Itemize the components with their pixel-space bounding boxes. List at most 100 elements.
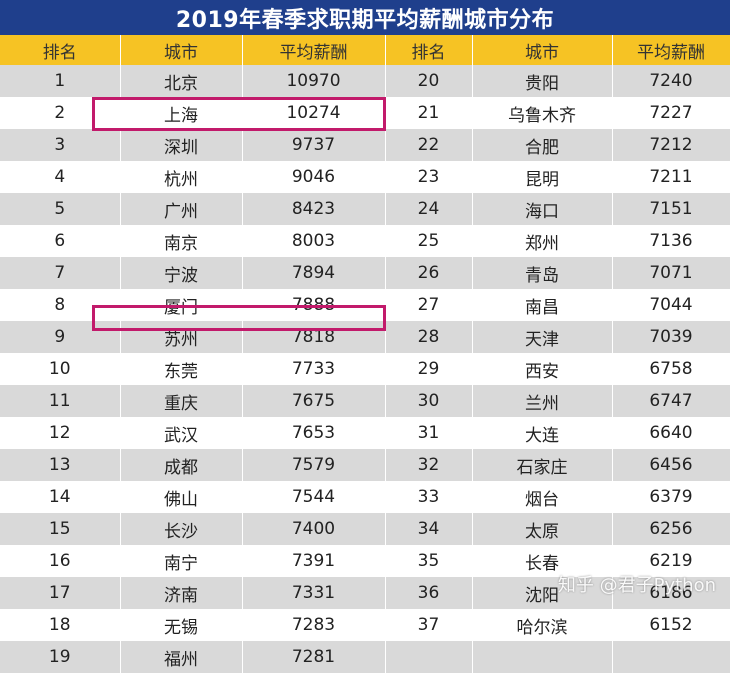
table-row: 14 佛山 7544 33 烟台 6379 <box>0 481 730 513</box>
cell-city-right: 太原 <box>472 513 613 545</box>
cell-salary-right: 6758 <box>612 353 730 385</box>
cell-city-right: 西安 <box>472 353 613 385</box>
cell-city-right: 郑州 <box>472 225 613 257</box>
cell-salary-left: 7653 <box>242 417 386 449</box>
cell-salary-left: 10970 <box>242 65 386 97</box>
table-row: 15 长沙 7400 34 太原 6256 <box>0 513 730 545</box>
cell-rank-left: 12 <box>0 417 121 449</box>
cell-city-right: 沈阳 <box>472 577 613 609</box>
cell-salary-right: 7240 <box>612 65 730 97</box>
cell-city-left: 深圳 <box>120 129 243 161</box>
cell-salary-left: 7283 <box>242 609 386 641</box>
cell-salary-left: 8423 <box>242 193 386 225</box>
cell-salary-right: 6186 <box>612 577 730 609</box>
cell-salary-left: 7544 <box>242 481 386 513</box>
cell-salary-right: 6152 <box>612 609 730 641</box>
cell-salary-right: 6256 <box>612 513 730 545</box>
cell-rank-left: 19 <box>0 641 121 673</box>
cell-salary-right: 6747 <box>612 385 730 417</box>
cell-rank-right: 33 <box>385 481 473 513</box>
watermark-text: 知乎 @君子Python <box>557 575 716 596</box>
cell-rank-left: 15 <box>0 513 121 545</box>
cell-city-left: 南宁 <box>120 545 243 577</box>
cell-rank-right: 25 <box>385 225 473 257</box>
cell-salary-left: 7331 <box>242 577 386 609</box>
cell-city-right <box>472 641 613 673</box>
cell-city-right: 大连 <box>472 417 613 449</box>
cell-salary-left: 9046 <box>242 161 386 193</box>
table-row: 19 福州 7281 <box>0 641 730 673</box>
cell-rank-left: 5 <box>0 193 121 225</box>
cell-rank-right: 23 <box>385 161 473 193</box>
table-row: 1 北京 10970 20 贵阳 7240 <box>0 65 730 97</box>
header-city-left: 城市 <box>120 35 243 65</box>
header-salary-left: 平均薪酬 <box>242 35 386 65</box>
header-rank-left: 排名 <box>0 35 121 65</box>
cell-salary-right: 6456 <box>612 449 730 481</box>
table-row: 2 上海 10274 21 乌鲁木齐 7227 <box>0 97 730 129</box>
table-row: 13 成都 7579 32 石家庄 6456 <box>0 449 730 481</box>
cell-rank-left: 14 <box>0 481 121 513</box>
cell-rank-left: 18 <box>0 609 121 641</box>
cell-salary-right: 7044 <box>612 289 730 321</box>
cell-rank-right: 34 <box>385 513 473 545</box>
cell-city-left: 宁波 <box>120 257 243 289</box>
cell-rank-left: 10 <box>0 353 121 385</box>
table-row: 7 宁波 7894 26 青岛 7071 <box>0 257 730 289</box>
cell-salary-left: 7888 <box>242 289 386 321</box>
table-title: 2019年春季求职期平均薪酬城市分布 <box>0 0 730 35</box>
cell-salary-right: 7071 <box>612 257 730 289</box>
cell-salary-right: 6379 <box>612 481 730 513</box>
cell-city-right: 海口 <box>472 193 613 225</box>
cell-salary-right: 7151 <box>612 193 730 225</box>
cell-rank-left: 17 <box>0 577 121 609</box>
cell-salary-right: 7136 <box>612 225 730 257</box>
table-row: 10 东莞 7733 29 西安 6758 <box>0 353 730 385</box>
cell-rank-right: 36 <box>385 577 473 609</box>
cell-salary-right <box>612 641 730 673</box>
cell-salary-left: 9737 <box>242 129 386 161</box>
cell-rank-right: 21 <box>385 97 473 129</box>
table-row: 8 厦门 7888 27 南昌 7044 <box>0 289 730 321</box>
cell-city-left: 重庆 <box>120 385 243 417</box>
cell-city-left: 上海 <box>120 97 243 129</box>
cell-city-left: 厦门 <box>120 289 243 321</box>
header-city-right: 城市 <box>472 35 613 65</box>
cell-rank-right: 27 <box>385 289 473 321</box>
table-row: 12 武汉 7653 31 大连 6640 <box>0 417 730 449</box>
cell-rank-left: 3 <box>0 129 121 161</box>
cell-salary-left: 7733 <box>242 353 386 385</box>
cell-city-right: 乌鲁木齐 <box>472 97 613 129</box>
cell-rank-right: 20 <box>385 65 473 97</box>
header-row: 排名 城市 平均薪酬 排名 城市 平均薪酬 <box>0 35 730 65</box>
cell-rank-right: 22 <box>385 129 473 161</box>
cell-rank-right <box>385 641 473 673</box>
cell-salary-left: 7281 <box>242 641 386 673</box>
table-row: 18 无锡 7283 37 哈尔滨 6152 <box>0 609 730 641</box>
cell-city-left: 东莞 <box>120 353 243 385</box>
cell-salary-left: 8003 <box>242 225 386 257</box>
cell-rank-left: 4 <box>0 161 121 193</box>
cell-salary-left: 10274 <box>242 97 386 129</box>
cell-rank-right: 28 <box>385 321 473 353</box>
table-row: 5 广州 8423 24 海口 7151 <box>0 193 730 225</box>
salary-table: 排名 城市 平均薪酬 排名 城市 平均薪酬 1 北京 10970 20 贵阳 7240 2 上… <box>0 35 730 673</box>
cell-city-left: 长沙 <box>120 513 243 545</box>
cell-city-left: 福州 <box>120 641 243 673</box>
cell-city-right: 哈尔滨 <box>472 609 613 641</box>
cell-rank-left: 9 <box>0 321 121 353</box>
cell-city-right: 昆明 <box>472 161 613 193</box>
cell-city-left: 杭州 <box>120 161 243 193</box>
cell-salary-left: 7818 <box>242 321 386 353</box>
cell-rank-right: 24 <box>385 193 473 225</box>
cell-salary-left: 7400 <box>242 513 386 545</box>
cell-city-right: 贵阳 <box>472 65 613 97</box>
cell-city-right: 兰州 <box>472 385 613 417</box>
cell-rank-left: 1 <box>0 65 121 97</box>
cell-city-left: 广州 <box>120 193 243 225</box>
cell-salary-left: 7894 <box>242 257 386 289</box>
cell-city-left: 北京 <box>120 65 243 97</box>
cell-rank-left: 13 <box>0 449 121 481</box>
table-row: 3 深圳 9737 22 合肥 7212 <box>0 129 730 161</box>
cell-city-left: 佛山 <box>120 481 243 513</box>
